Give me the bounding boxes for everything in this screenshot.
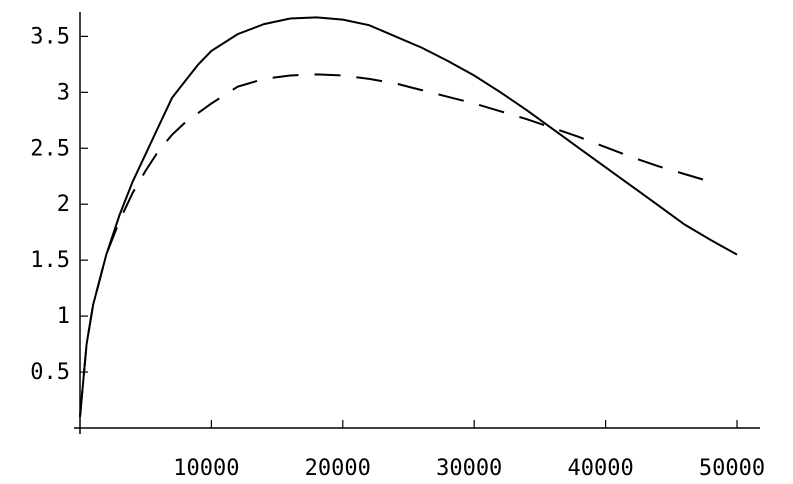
y-tick-label: 3.5 <box>30 24 70 49</box>
y-tick-label: 1.5 <box>30 248 70 273</box>
y-tick-label: 3 <box>57 80 70 105</box>
y-tick-label: 0.5 <box>30 360 70 385</box>
solid-series-line <box>79 16 738 417</box>
x-tick-label: 20000 <box>305 456 371 481</box>
y-tick-label: 1 <box>57 304 70 329</box>
y-axis: 0.5 1 1.5 2 2.5 3 3.5 <box>30 12 88 434</box>
x-tick-label: 40000 <box>567 456 633 481</box>
x-tick-label: 30000 <box>436 456 502 481</box>
dashed-series-line <box>79 73 711 417</box>
x-axis: 10000 20000 30000 40000 50000 <box>74 420 765 481</box>
y-tick-label: 2 <box>57 192 70 217</box>
y-tick-label: 2.5 <box>30 136 70 161</box>
x-tick-label: 10000 <box>173 456 239 481</box>
series-lines <box>79 16 738 417</box>
x-tick-label: 50000 <box>699 456 765 481</box>
